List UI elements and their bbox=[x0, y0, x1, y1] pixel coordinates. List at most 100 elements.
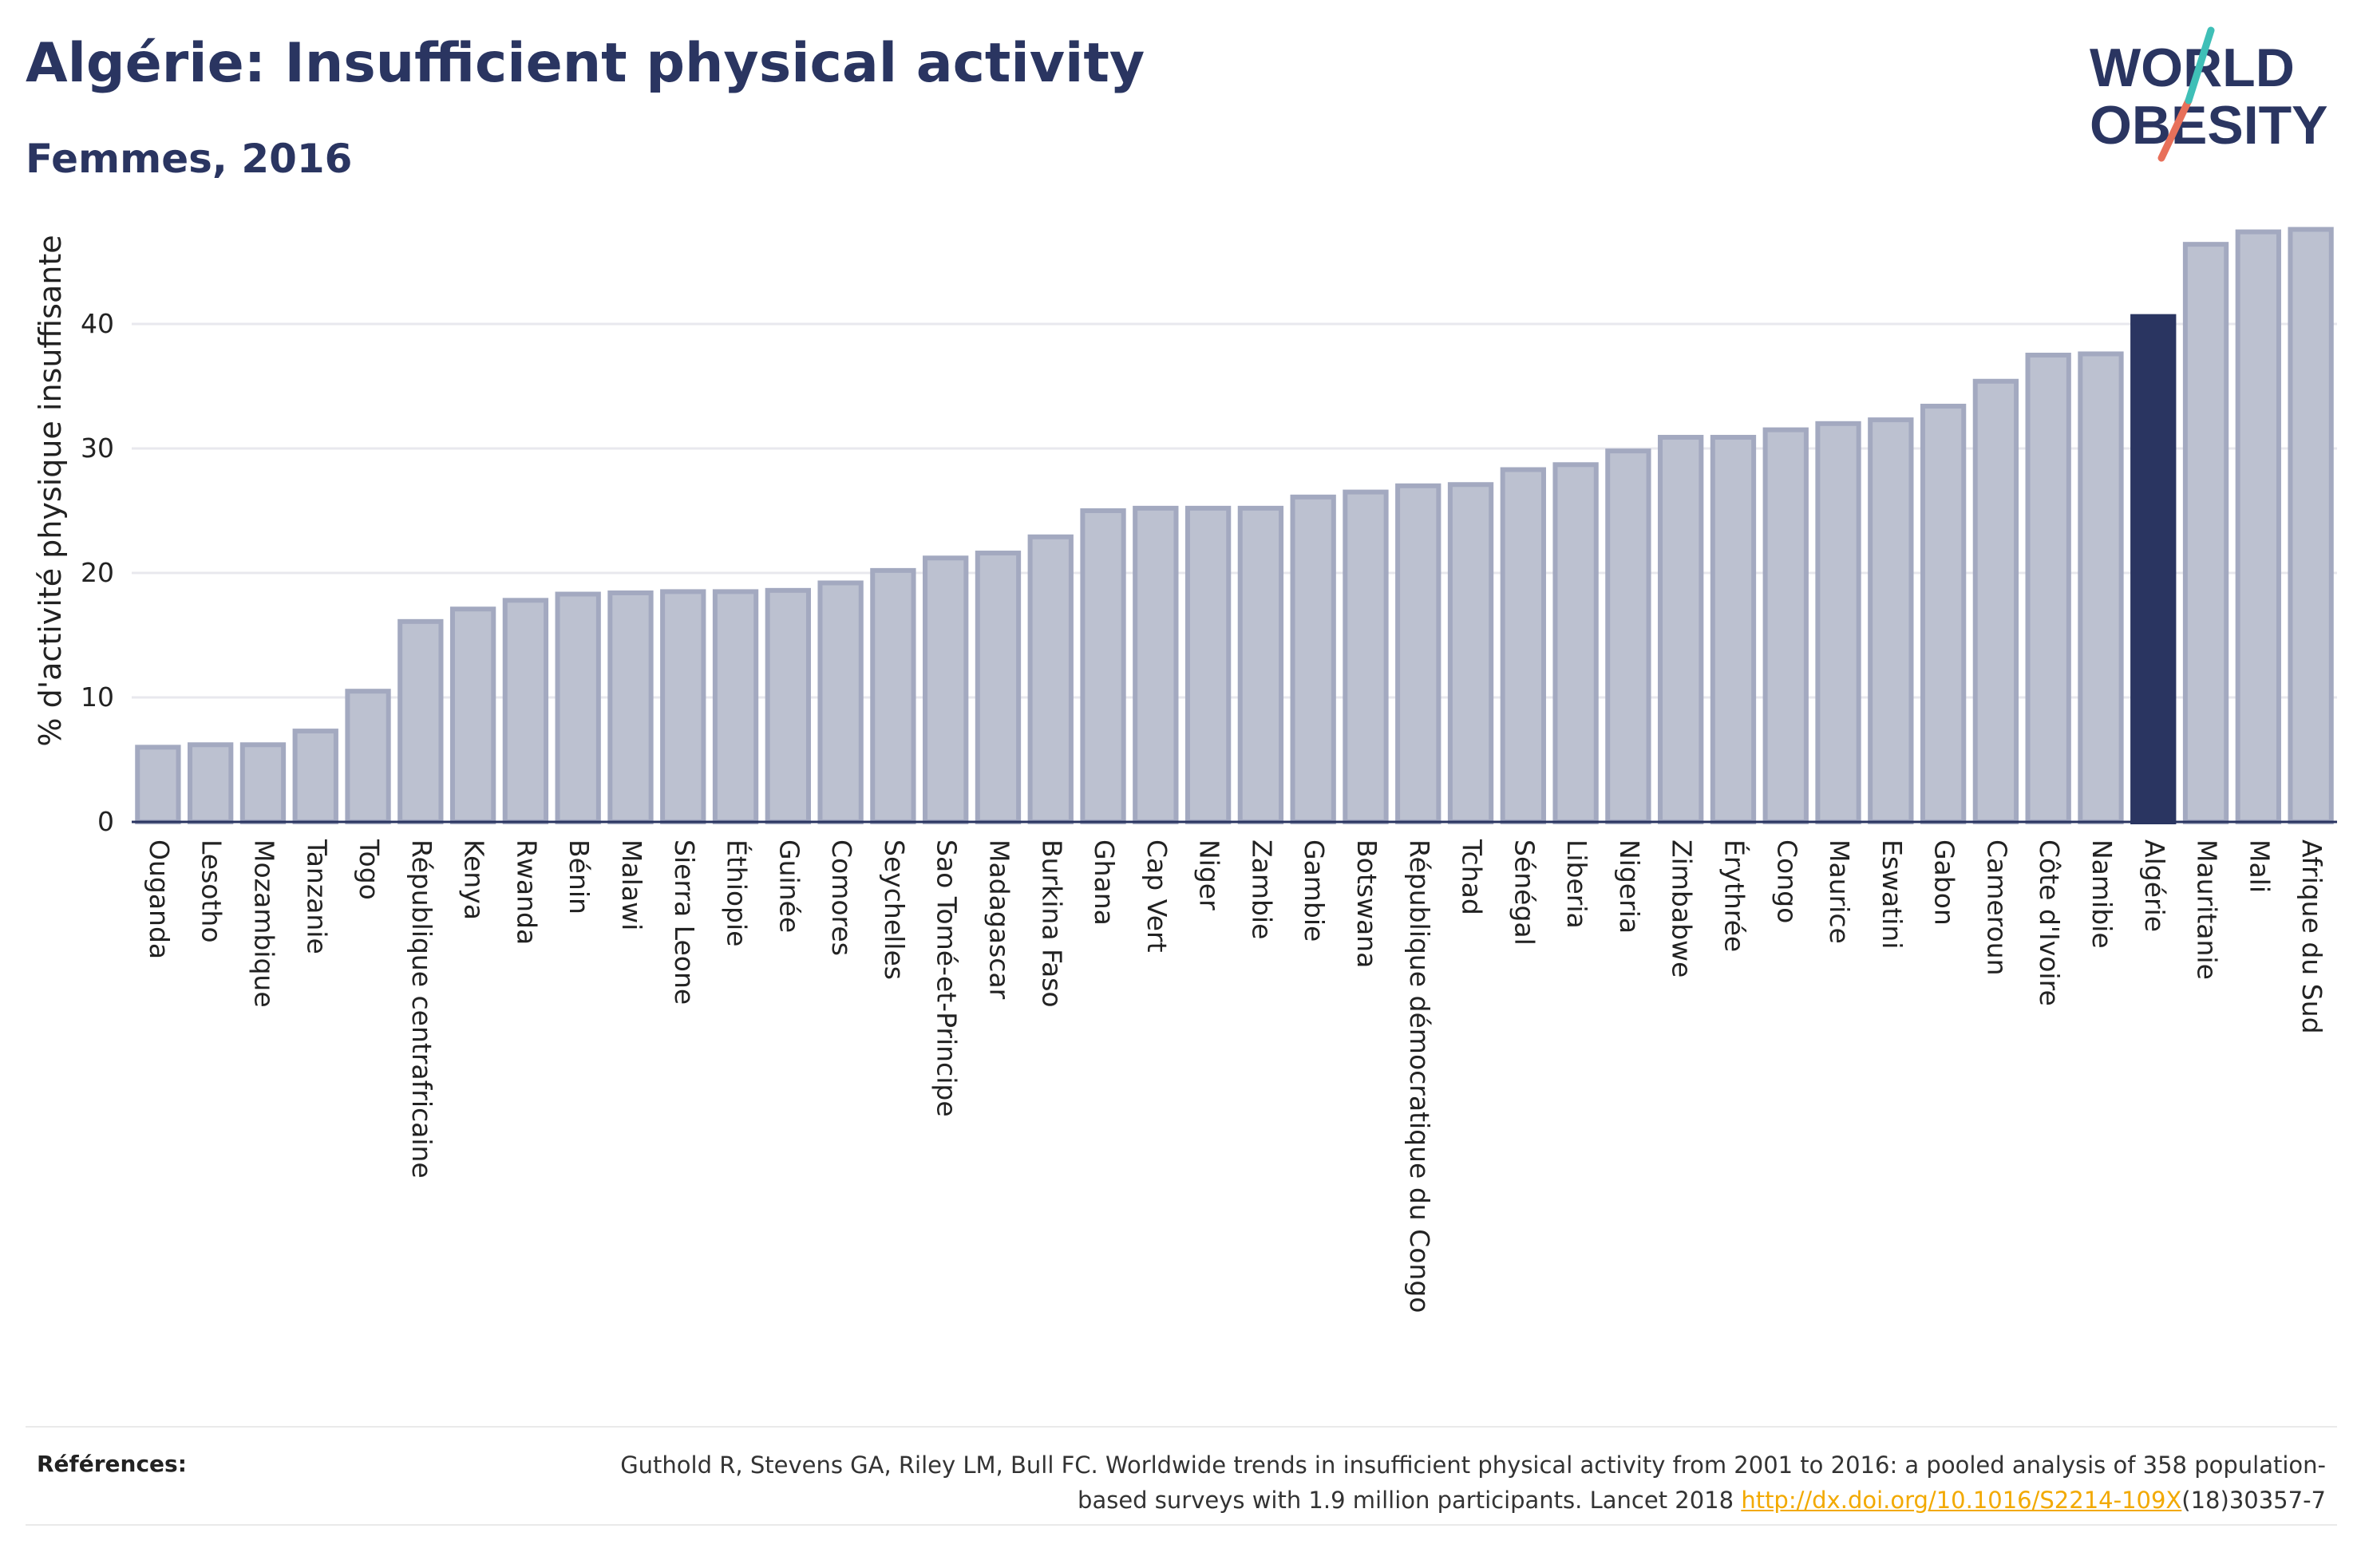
x-tick-label: Côte d'Ivoire bbox=[2034, 839, 2065, 1006]
bar bbox=[1237, 505, 1284, 824]
bar bbox=[1395, 483, 1442, 824]
x-tick-label: Algérie bbox=[2139, 839, 2170, 932]
x-tick-label: Ouganda bbox=[144, 839, 175, 959]
x-tick-label: Seychelles bbox=[879, 839, 910, 980]
y-tick-label: 10 bbox=[81, 681, 114, 713]
bar bbox=[2288, 227, 2334, 824]
logo-line2: OBESITY bbox=[2090, 95, 2328, 156]
footer-divider-bottom bbox=[26, 1524, 2337, 1526]
bar bbox=[1500, 467, 1546, 825]
x-tick-label: République démocratique du Congo bbox=[1404, 839, 1435, 1313]
bar bbox=[1658, 434, 1704, 825]
world-obesity-logo: WORLD OBESITY bbox=[2083, 24, 2347, 168]
bar bbox=[923, 555, 969, 825]
x-tick-label: Namibie bbox=[2086, 839, 2118, 949]
bar bbox=[2078, 351, 2124, 824]
footer-divider-top bbox=[26, 1426, 2337, 1428]
x-tick-label: Gabon bbox=[1929, 839, 1960, 926]
y-tick-label: 30 bbox=[81, 432, 114, 464]
references-suffix: (18)30357-7 bbox=[2181, 1487, 2326, 1514]
x-tick-label: Guinée bbox=[773, 839, 805, 933]
bar bbox=[1920, 403, 1967, 824]
x-tick-label: Madagascar bbox=[983, 839, 1014, 1000]
bar bbox=[397, 618, 444, 825]
x-tick-label: Bénin bbox=[564, 839, 595, 914]
x-tick-label: Cameroun bbox=[1981, 839, 2012, 976]
x-tick-label: Togo bbox=[354, 839, 385, 900]
bar bbox=[1868, 417, 1914, 824]
x-tick-label: Mali bbox=[2244, 839, 2275, 893]
chart-title: Algérie: Insufficient physical activity bbox=[26, 32, 1145, 95]
x-tick-label: Lesotho bbox=[196, 839, 227, 943]
bar bbox=[1027, 534, 1074, 824]
x-tick-label: Tanzanie bbox=[301, 839, 332, 954]
x-tick-label: Nigeria bbox=[1614, 839, 1645, 934]
x-tick-label: Maurice bbox=[1824, 839, 1855, 944]
x-tick-label: Botswana bbox=[1351, 839, 1382, 968]
x-tick-label: Sénégal bbox=[1509, 839, 1540, 946]
bar bbox=[188, 742, 234, 825]
y-tick-label: 0 bbox=[97, 806, 114, 837]
references-text: Guthold R, Stevens GA, Riley LM, Bull FC… bbox=[610, 1448, 2326, 1518]
bar bbox=[817, 580, 864, 824]
x-tick-label: Cap Vert bbox=[1141, 839, 1173, 953]
x-tick-label: Liberia bbox=[1561, 839, 1592, 929]
bar bbox=[239, 742, 287, 825]
bar-chart: 0 10 20 30 40 Ouganda Lesotho Mozambique Tanzani… bbox=[33, 227, 2337, 1313]
x-tick-label: Comores bbox=[826, 839, 857, 956]
x-tick-label: République centrafricaine bbox=[406, 839, 437, 1179]
x-tick-label: Sao Tomé-et-Principe bbox=[931, 839, 963, 1117]
x-tick-label: Mozambique bbox=[248, 839, 279, 1008]
x-tick-label: Niger bbox=[1194, 839, 1225, 910]
x-tick-label: Sierra Leone bbox=[669, 839, 700, 1005]
x-tick-label: Kenya bbox=[459, 839, 490, 920]
chart-subtitle: Femmes, 2016 bbox=[26, 136, 353, 182]
x-tick-label: Tchad bbox=[1457, 839, 1488, 915]
references-doi-link[interactable]: http://dx.doi.org/10.1016/S2214-109X bbox=[1741, 1487, 2182, 1514]
y-tick-label: 40 bbox=[81, 308, 114, 339]
bar bbox=[2182, 242, 2229, 825]
bar bbox=[1605, 448, 1651, 824]
x-tick-label: Congo bbox=[1771, 839, 1802, 923]
bar bbox=[2025, 353, 2071, 824]
x-tick-label: Zimbabwe bbox=[1667, 839, 1698, 978]
x-tick-label: Burkina Faso bbox=[1036, 839, 1067, 1008]
x-tick-label: Malawi bbox=[616, 839, 647, 930]
bar bbox=[712, 589, 759, 825]
bar bbox=[765, 587, 811, 825]
x-tick-label: Érythrée bbox=[1718, 839, 1750, 952]
bar bbox=[345, 689, 391, 825]
bar bbox=[975, 551, 1022, 824]
bar bbox=[607, 590, 654, 825]
x-tick-label: Zambie bbox=[1246, 839, 1277, 939]
bar bbox=[292, 729, 338, 824]
bar bbox=[660, 589, 706, 825]
bar bbox=[1290, 494, 1336, 825]
x-tick-label: Ghana bbox=[1089, 839, 1120, 926]
bar bbox=[1133, 505, 1179, 824]
x-tick-label: Rwanda bbox=[511, 839, 542, 945]
references-label: Références: bbox=[37, 1451, 187, 1477]
bar bbox=[1972, 378, 2019, 824]
bar bbox=[2235, 229, 2281, 824]
x-tick-label: Éthiopie bbox=[722, 839, 753, 946]
bar bbox=[1343, 489, 1389, 824]
x-tick-label: Gambie bbox=[1299, 839, 1330, 942]
bar bbox=[449, 606, 496, 824]
bar bbox=[1447, 482, 1494, 824]
x-tick-label: Mauritanie bbox=[2192, 839, 2223, 980]
bar bbox=[870, 567, 916, 824]
bar bbox=[1762, 427, 1809, 824]
references-citation: Guthold R, Stevens GA, Riley LM, Bull FC… bbox=[620, 1451, 2326, 1514]
bar bbox=[135, 745, 181, 825]
bar bbox=[1080, 508, 1126, 824]
x-tick-label: Eswatini bbox=[1877, 839, 1908, 949]
bar bbox=[1815, 421, 1861, 824]
bar bbox=[1552, 462, 1599, 825]
bar bbox=[1710, 434, 1757, 825]
bar bbox=[2130, 314, 2177, 824]
y-axis-title: % d'activité physique insuffisante bbox=[33, 235, 68, 746]
x-tick-label: Afrique du Sud bbox=[2296, 839, 2327, 1034]
y-tick-label: 20 bbox=[81, 557, 114, 588]
bar bbox=[1184, 505, 1232, 824]
